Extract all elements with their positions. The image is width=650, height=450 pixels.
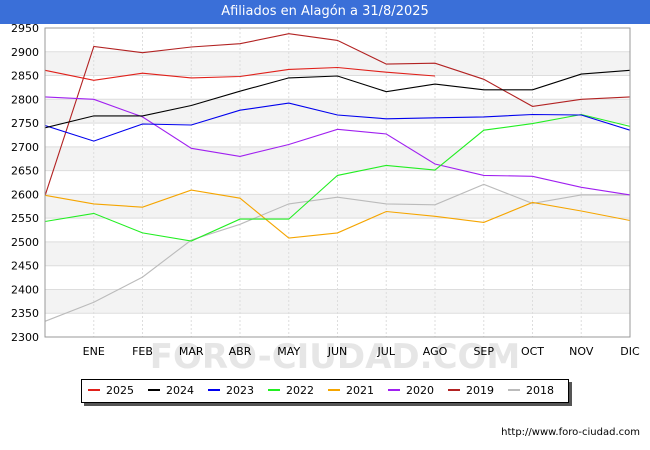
y-tick-label: 2500 [11, 236, 39, 249]
legend-swatch [328, 389, 340, 391]
series-line-2022 [44, 113, 631, 242]
background-band [45, 170, 630, 195]
x-tick-label: MAR [179, 345, 204, 358]
legend-label: 2024 [166, 384, 194, 397]
y-tick-label: 2750 [11, 117, 39, 130]
x-tick-label: JUL [377, 345, 396, 358]
legend-item-2020: 2020 [388, 380, 434, 402]
x-tick-label: AGO [423, 345, 448, 358]
legend-item-2022: 2022 [268, 380, 314, 402]
legend-label: 2018 [526, 384, 554, 397]
legend-swatch [88, 389, 100, 391]
y-tick-label: 2700 [11, 141, 39, 154]
background-band [45, 123, 630, 147]
x-tick-label: FEB [132, 345, 153, 358]
legend: 2025 2024 2023 2022 2021 2020 2019 2018 [81, 379, 569, 403]
plot-frame [44, 27, 631, 338]
legend-item-2019: 2019 [448, 380, 494, 402]
x-tick-label: ENE [83, 345, 105, 358]
y-tick-label: 2350 [11, 307, 39, 320]
legend-item-2024: 2024 [148, 380, 194, 402]
y-tick-label: 2550 [11, 212, 39, 225]
y-tick-label: 2300 [11, 331, 39, 344]
x-tick-label: OCT [521, 345, 544, 358]
legend-label: 2022 [286, 384, 314, 397]
legend-swatch [388, 389, 400, 391]
chart-title: Afiliados en Alagón a 31/8/2025 [0, 0, 650, 24]
x-tick-label: JUN [327, 345, 348, 358]
watermark: FORO-CIUDAD.COM [150, 337, 521, 377]
background-band [45, 51, 630, 76]
legend-item-2021: 2021 [328, 380, 374, 402]
y-tick-label: 2400 [11, 283, 39, 296]
y-tick-label: 2900 [11, 46, 39, 59]
x-tick-label: NOV [569, 345, 594, 358]
background-band [45, 146, 630, 171]
x-tick-label: ABR [229, 345, 252, 358]
y-tick-label: 2600 [11, 188, 39, 201]
legend-swatch [148, 389, 160, 391]
legend-label: 2019 [466, 384, 494, 397]
series-line-2020 [44, 96, 631, 196]
y-tick-label: 2650 [11, 165, 39, 178]
series-line-2025 [44, 66, 436, 81]
series-line-2018 [44, 183, 630, 322]
source-url: http://www.foro-ciudad.com [501, 427, 640, 438]
legend-swatch [268, 389, 280, 391]
series-line-2024 [44, 69, 631, 129]
x-axis-ticks: ENE FEB MAR ABR MAY JUN JUL AGO SEP OCT NOV DIC [83, 345, 640, 358]
legend-item-2025: 2025 [88, 380, 134, 402]
series-line-2019 [44, 33, 631, 196]
x-tick-label: MAY [277, 345, 300, 358]
y-axis-ticks: 2300 2350 2400 2450 2500 2550 2600 2650 2700 2750… [11, 22, 39, 344]
y-tick-label: 2800 [11, 93, 39, 106]
background-band [45, 75, 630, 100]
y-tick-label: 2850 [11, 70, 39, 83]
y-tick-label: 2950 [11, 22, 39, 35]
legend-swatch [508, 389, 520, 391]
legend-label: 2023 [226, 384, 254, 397]
background-band [45, 99, 630, 124]
series-line-2021 [44, 189, 631, 239]
x-tick-label: DIC [620, 345, 640, 358]
series-line-2023 [44, 102, 631, 142]
series-lines [44, 33, 631, 322]
y-tick-label: 2450 [11, 260, 39, 273]
legend-label: 2021 [346, 384, 374, 397]
legend-label: 2020 [406, 384, 434, 397]
legend-swatch [208, 389, 220, 391]
legend-item-2023: 2023 [208, 380, 254, 402]
x-tick-label: SEP [473, 345, 494, 358]
legend-swatch [448, 389, 460, 391]
legend-item-2018: 2018 [508, 380, 554, 402]
legend-label: 2025 [106, 384, 134, 397]
